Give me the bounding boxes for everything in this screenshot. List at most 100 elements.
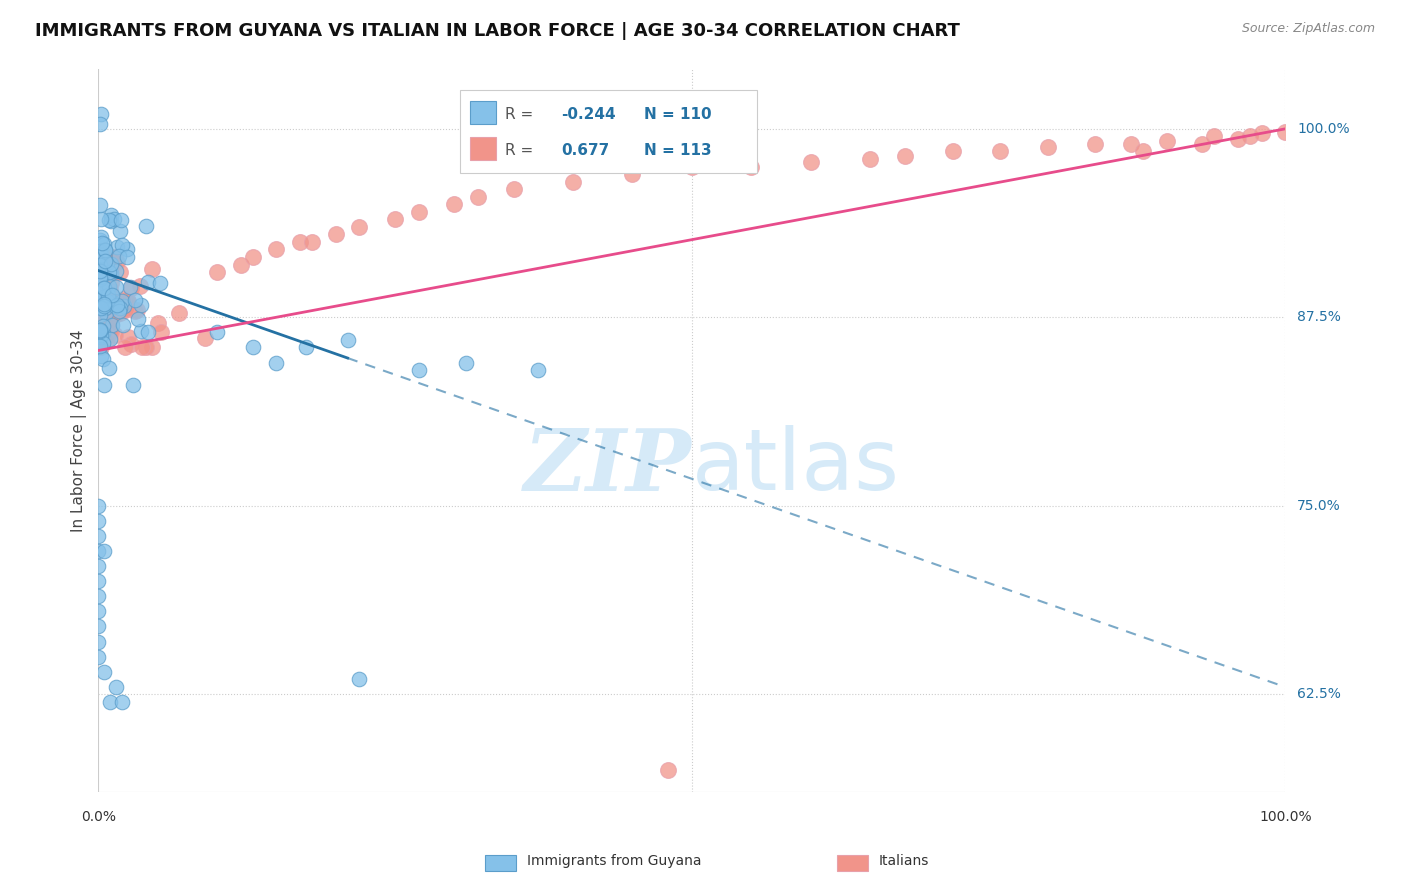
Point — [93, 299, 115, 313]
Point — [443, 197, 465, 211]
Point — [89, 118, 111, 132]
Point — [90, 107, 112, 121]
Point — [101, 318, 124, 333]
Point — [1226, 132, 1249, 146]
Point — [89, 308, 111, 322]
Text: 62.5%: 62.5% — [1298, 688, 1341, 701]
Point — [114, 293, 136, 308]
Point — [104, 279, 127, 293]
Point — [115, 302, 138, 317]
Point — [502, 182, 524, 196]
Point — [87, 544, 110, 558]
Point — [104, 299, 127, 313]
Point — [93, 297, 115, 311]
Point — [150, 325, 173, 339]
Text: 87.5%: 87.5% — [1298, 310, 1341, 325]
Point — [96, 277, 118, 291]
Point — [105, 240, 128, 254]
Point — [1250, 127, 1272, 141]
Point — [105, 680, 128, 694]
Point — [89, 263, 111, 277]
Point — [1204, 129, 1226, 144]
Point — [90, 268, 112, 282]
Point — [103, 212, 125, 227]
Point — [90, 277, 112, 291]
Point — [115, 250, 138, 264]
Point — [87, 499, 110, 513]
Point — [205, 326, 228, 340]
Point — [129, 324, 152, 338]
Point — [98, 283, 121, 297]
Point — [129, 278, 152, 293]
Point — [942, 145, 965, 159]
Point — [97, 320, 120, 334]
Point — [98, 302, 121, 317]
Point — [131, 341, 153, 355]
Point — [121, 377, 143, 392]
Point — [349, 219, 371, 234]
Text: Italians: Italians — [879, 854, 929, 868]
Point — [384, 212, 406, 227]
Point — [194, 331, 217, 345]
Point — [100, 295, 122, 310]
Point — [93, 326, 115, 341]
Point — [136, 325, 159, 339]
Point — [135, 219, 157, 233]
Point — [87, 589, 110, 603]
Point — [990, 145, 1012, 159]
Point — [96, 334, 118, 348]
Point — [657, 763, 679, 777]
Point — [96, 250, 118, 264]
Point — [98, 213, 121, 227]
Point — [93, 279, 115, 293]
Point — [89, 339, 111, 353]
Point — [90, 341, 112, 355]
Point — [94, 255, 117, 269]
Point — [93, 280, 115, 294]
Point — [112, 318, 135, 332]
Point — [100, 325, 122, 339]
Text: N = 110: N = 110 — [644, 107, 711, 121]
Point — [242, 250, 264, 264]
Point — [93, 243, 115, 257]
Point — [93, 285, 115, 299]
Point — [93, 236, 115, 251]
Point — [93, 281, 115, 295]
Point — [124, 293, 146, 307]
Text: R =: R = — [506, 107, 534, 121]
Point — [89, 324, 111, 338]
Point — [87, 619, 110, 633]
Point — [90, 330, 112, 344]
Point — [90, 316, 112, 330]
Point — [93, 544, 115, 558]
Point — [89, 293, 111, 307]
Point — [91, 290, 114, 304]
Point — [87, 604, 110, 618]
Point — [90, 268, 112, 282]
Point — [104, 264, 127, 278]
Point — [89, 244, 111, 259]
Point — [100, 316, 122, 330]
Text: Immigrants from Guyana: Immigrants from Guyana — [527, 854, 702, 868]
Point — [97, 252, 120, 266]
Point — [681, 160, 703, 174]
Bar — [470, 137, 496, 160]
Point — [112, 299, 135, 313]
Point — [90, 299, 112, 313]
Point — [98, 282, 121, 296]
Point — [104, 308, 127, 322]
Point — [117, 295, 139, 310]
Point — [121, 281, 143, 295]
Point — [167, 306, 190, 320]
Point — [301, 235, 323, 249]
Point — [100, 214, 122, 228]
Point — [91, 326, 114, 340]
Point — [127, 312, 149, 326]
Point — [125, 302, 148, 317]
Point — [408, 204, 430, 219]
Point — [288, 235, 311, 249]
Point — [336, 333, 359, 347]
Point — [87, 634, 110, 648]
Point — [100, 322, 122, 336]
Point — [456, 355, 478, 369]
